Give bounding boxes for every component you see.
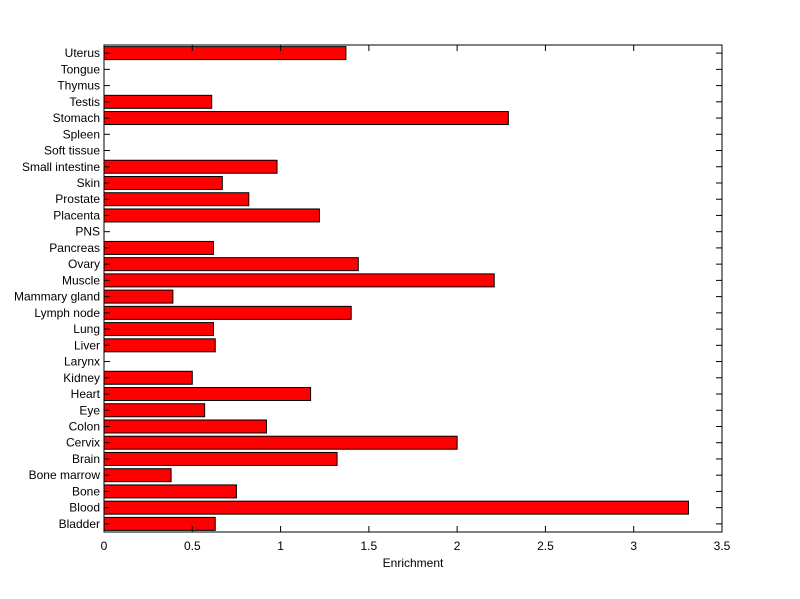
category-labels-group: Bladder Blood Bone Bone marrow Brain Cervix Co… [14, 46, 101, 531]
bar [103, 257, 359, 272]
category-label: PNS [75, 225, 100, 239]
bar [103, 192, 250, 207]
bar [103, 111, 509, 126]
category-label: Skin [77, 176, 100, 190]
category-label: Prostate [55, 192, 100, 206]
bar [103, 273, 495, 288]
bar [103, 240, 214, 255]
x-tick-label: 1 [277, 539, 284, 553]
category-label: Soft tissue [44, 144, 100, 158]
bar [103, 46, 347, 61]
x-tick-label: 3.5 [714, 539, 731, 553]
category-label: Uterus [65, 46, 100, 60]
category-label: Eye [79, 403, 100, 417]
category-label: Spleen [63, 127, 100, 141]
bar [103, 208, 320, 223]
x-tick-label: 0.5 [184, 539, 201, 553]
category-label: Ovary [68, 257, 100, 271]
bar [103, 484, 237, 499]
category-label: Heart [71, 387, 101, 401]
category-label: Pancreas [49, 241, 100, 255]
category-label: Tongue [61, 62, 101, 76]
bar [103, 159, 278, 174]
category-label: Small intestine [22, 160, 100, 174]
x-tick-label: 3 [630, 539, 637, 553]
ticks-group [103, 45, 723, 532]
x-tick-label: 0 [101, 539, 108, 553]
bar [103, 289, 174, 304]
category-label: Bone [72, 484, 100, 498]
x-tick-label: 2.5 [537, 539, 554, 553]
x-tick-label: 1.5 [361, 539, 378, 553]
category-label: Colon [69, 419, 100, 433]
bar [103, 419, 267, 434]
bar [103, 468, 172, 483]
plot-frame [103, 44, 723, 533]
category-label: Kidney [63, 371, 100, 385]
category-label: Mammary gland [14, 290, 100, 304]
x-tick-labels-group: 0 0.5 1 1.5 2 2.5 3 3.5 [101, 539, 731, 553]
bar [103, 305, 352, 320]
category-label: Lymph node [34, 306, 100, 320]
category-label: Cervix [66, 436, 100, 450]
category-label: Blood [69, 501, 100, 515]
category-label: Liver [74, 338, 100, 352]
category-label: Placenta [53, 208, 100, 222]
bar [103, 94, 213, 109]
category-label: Testis [69, 95, 100, 109]
bar [103, 516, 216, 531]
category-label: Stomach [53, 111, 100, 125]
bar [103, 370, 193, 385]
category-label: Thymus [57, 79, 100, 93]
bar [103, 175, 223, 190]
category-label: Muscle [62, 273, 100, 287]
category-label: Brain [72, 452, 100, 466]
plot-area [104, 45, 722, 532]
category-label: Lung [73, 322, 100, 336]
bar [103, 500, 689, 515]
bar [103, 322, 214, 337]
x-axis-label: Enrichment [383, 556, 444, 570]
category-label: Larynx [64, 355, 100, 369]
x-tick-label: 2 [454, 539, 461, 553]
bar [103, 451, 338, 466]
bar [103, 403, 206, 418]
category-label: Bone marrow [29, 468, 101, 482]
bar [103, 435, 458, 450]
category-label: Bladder [59, 517, 100, 531]
bar [103, 338, 216, 353]
bar [103, 387, 312, 402]
